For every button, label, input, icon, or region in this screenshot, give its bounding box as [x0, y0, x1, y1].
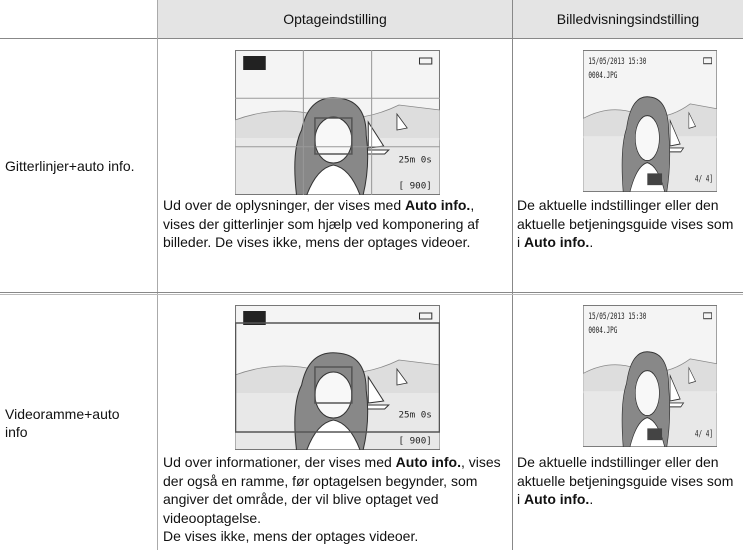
face [314, 116, 353, 164]
description: Ud over de oplysninger, der vises med Au… [163, 196, 508, 252]
text: De aktuelle indstillinger eller den aktu… [517, 197, 734, 251]
movie-frame [235, 322, 440, 433]
rule [512, 0, 513, 550]
bold-text: Auto info. [524, 491, 590, 508]
focus-area [314, 366, 353, 404]
mode-icon [243, 311, 266, 325]
description: De aktuelle indstillinger eller den aktu… [517, 453, 739, 509]
text: De aktuelle indstillinger eller den aktu… [517, 454, 734, 508]
date-time: 15/05/2013 15:30 [588, 311, 646, 322]
rule [157, 0, 158, 550]
text: , vises der gitterlinjer som hjælp ved k… [163, 197, 479, 251]
ok-icon [647, 173, 663, 186]
row-label: Gitterlinjer+auto info. [5, 157, 135, 174]
remaining-time: 25m 0s [398, 411, 431, 421]
rule [0, 38, 743, 39]
file-name: 0004.JPG [588, 70, 617, 81]
sailboat [396, 112, 408, 131]
row-label: Videoramme+auto info [5, 405, 120, 440]
description: Ud over informationer, der vises med Aut… [163, 453, 508, 546]
column-header: Billedvisningsindstilling [513, 0, 743, 38]
text: , vises der også en ramme, før optagelse… [163, 454, 501, 526]
text: De vises ikke, mens der optages videoer. [163, 528, 419, 545]
text: Ud over informationer, der vises med [163, 454, 396, 470]
text: . [589, 234, 594, 251]
exposures-left: [ 900] [398, 182, 431, 192]
battery-icon [418, 312, 433, 320]
battery-icon [418, 57, 433, 65]
focus-area [314, 117, 353, 155]
rule [0, 294, 743, 295]
file-name: 0004.JPG [588, 325, 617, 336]
screen-illustration: 15/05/2013 15:30 0004.JPG 4/ 4] [583, 305, 717, 447]
battery-icon [703, 57, 712, 65]
text: . [589, 491, 594, 508]
column-header: Optageindstilling [158, 0, 512, 38]
frame-counter: 4/ 4] [695, 428, 713, 439]
battery-icon [703, 312, 712, 320]
bold-text: Auto info. [395, 454, 461, 470]
body [306, 419, 361, 450]
screen-illustration: 15/05/2013 15:30 0004.JPG 4/ 4] [583, 50, 717, 192]
sailboat [688, 366, 697, 384]
text: Ud over de oplysninger, der vises med [163, 197, 406, 213]
remaining-time: 25m 0s [398, 156, 431, 166]
ok-icon [647, 428, 663, 441]
exposures-left: [ 900] [398, 437, 431, 447]
bold-text: Auto info. [405, 197, 471, 213]
face [634, 370, 660, 417]
face [634, 115, 660, 162]
bold-text: Auto info. [524, 234, 590, 251]
face [314, 371, 353, 419]
screen-illustration: 25m 0s [ 900] [235, 50, 440, 195]
screen-illustration: 25m 0s [ 900] [235, 305, 440, 450]
frame-counter: 4/ 4] [695, 173, 713, 184]
body [306, 164, 361, 195]
date-time: 15/05/2013 15:30 [588, 56, 646, 67]
description: De aktuelle indstillinger eller den aktu… [517, 196, 739, 252]
sailboat [396, 367, 408, 386]
rule [0, 292, 743, 293]
sailboat [688, 111, 697, 129]
mode-icon [243, 56, 266, 70]
